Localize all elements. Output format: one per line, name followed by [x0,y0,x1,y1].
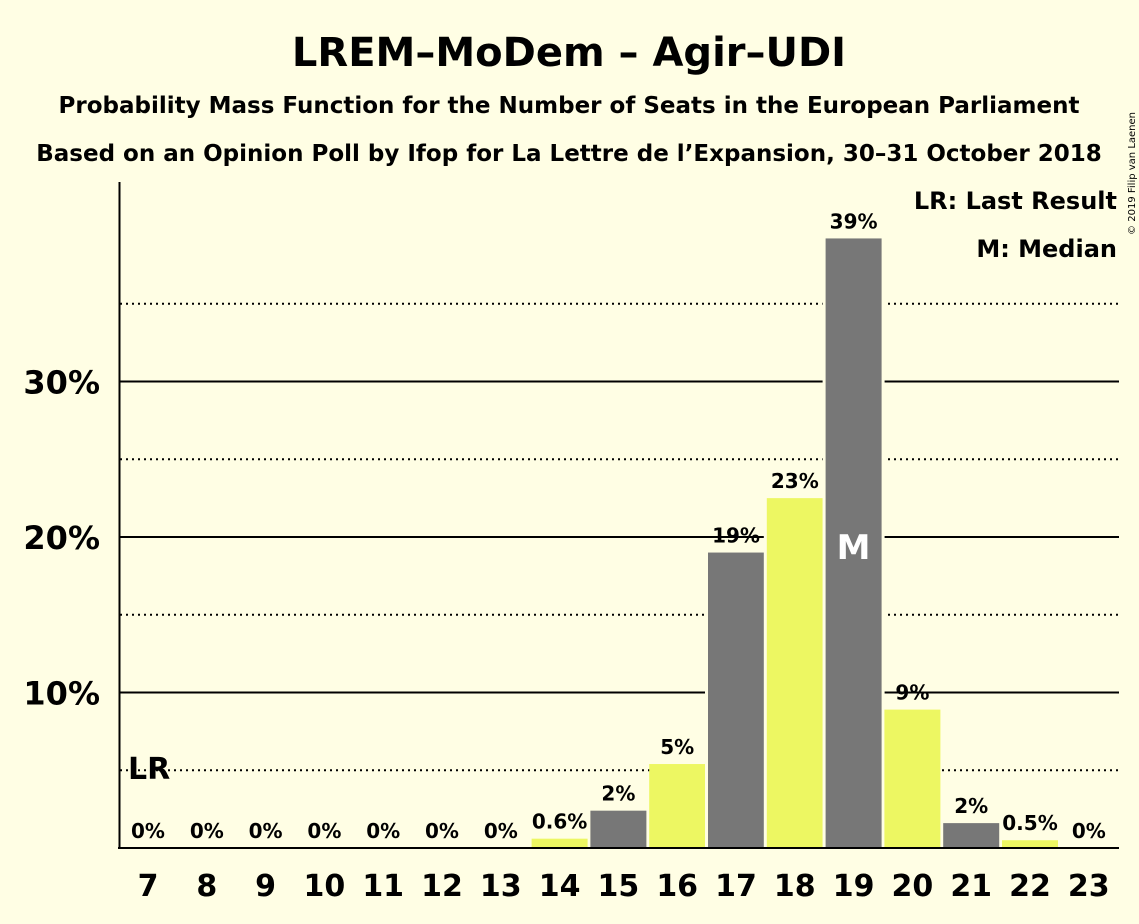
last-result-marker: LR [128,752,170,787]
data-label-16: 5% [660,735,694,759]
legend-median: M: Median [976,235,1117,263]
x-tick-label: 19 [833,869,875,904]
data-label-21: 2% [954,794,988,818]
x-tick-label: 8 [196,869,217,904]
bar-18 [766,498,823,848]
data-label-11: 0% [366,819,400,843]
data-label-22: 0.5% [1002,811,1057,835]
data-label-15: 2% [601,782,635,806]
bar-20 [884,709,941,848]
bar-21 [943,823,1000,848]
x-tick-label: 17 [715,869,757,904]
x-tick-label: 15 [598,869,640,904]
x-tick-label: 22 [1009,869,1051,904]
x-tick-label: 11 [362,869,404,904]
bar-22 [1002,840,1058,848]
bar-19 [825,238,882,848]
bar-16 [649,764,706,848]
x-tick-label: 21 [950,869,992,904]
data-label-14: 0.6% [532,810,587,834]
data-label-18: 23% [771,469,819,493]
data-label-12: 0% [425,819,459,843]
bar-15 [590,810,647,848]
data-label-13: 0% [484,819,518,843]
data-label-9: 0% [249,819,283,843]
x-tick-label: 23 [1068,869,1110,904]
x-tick-label: 16 [656,869,698,904]
data-label-20: 9% [895,681,929,705]
copyright-notice: © 2019 Filip van Laenen [1127,112,1138,235]
gridlines [120,302,1119,772]
data-label-23: 0% [1072,819,1106,843]
x-tick-label: 18 [774,869,816,904]
y-tick-label: 20% [23,519,100,557]
data-label-7: 0% [131,819,165,843]
chart-subtitle-source: Based on an Opinion Poll by Ifop for La … [36,141,1102,167]
chart-subtitle: Probability Mass Function for the Number… [59,93,1080,119]
x-tick-label: 9 [255,869,276,904]
data-labels: 0% 0% 0% 0% 0% 0% 0% 0.6% 2% 5% 19% 23% 39% 9% 2% 0.5% 0… [128,209,1106,843]
x-tick-label: 20 [892,869,934,904]
data-label-10: 0% [307,819,341,843]
median-marker: M [837,528,871,568]
x-axis-ticks: 7 8 9 10 11 12 13 14 15 16 17 18 19 20 21 22 23 [138,869,1110,904]
data-label-17: 19% [712,524,760,548]
chart-title: LREM–MoDem – Agir–UDI [292,30,846,76]
y-axis-ticks: 10% 20% 30% [23,364,100,713]
bar-14 [531,838,588,848]
legend-last-result: LR: Last Result [914,187,1117,215]
data-label-19: 39% [830,209,878,233]
x-tick-label: 10 [304,869,346,904]
bars [531,235,1058,848]
x-tick-label: 13 [480,869,522,904]
x-tick-label: 14 [539,869,581,904]
y-tick-label: 30% [23,364,100,402]
x-tick-label: 7 [138,869,159,904]
bar-17 [708,552,764,848]
data-label-8: 0% [190,819,224,843]
y-tick-label: 10% [23,675,100,713]
x-tick-label: 12 [421,869,463,904]
